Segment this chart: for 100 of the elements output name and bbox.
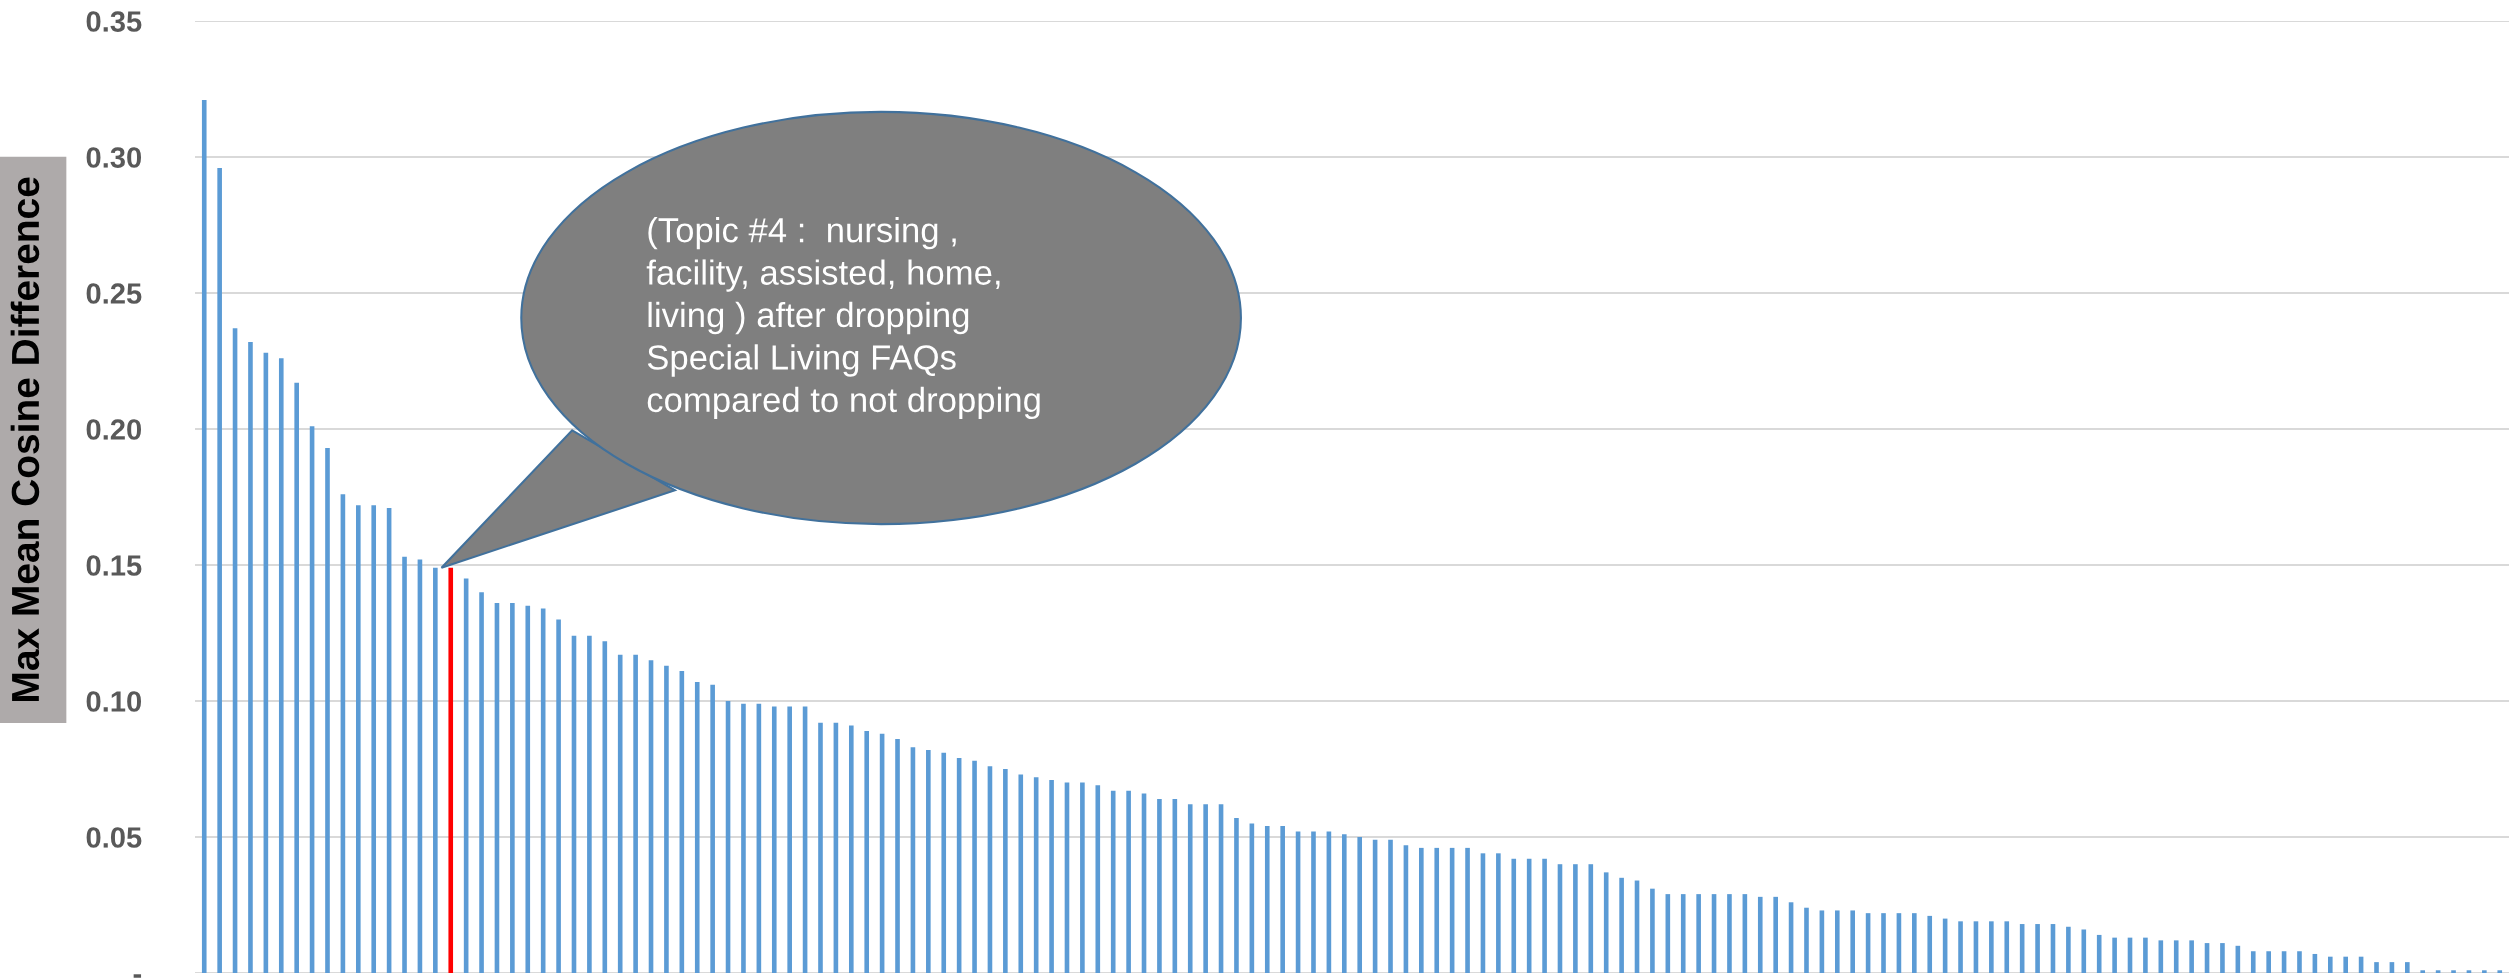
bar	[848, 725, 854, 973]
bar	[1095, 785, 1101, 973]
bar	[1434, 847, 1440, 973]
bar	[633, 654, 638, 973]
bar	[2066, 926, 2071, 973]
bar	[2112, 937, 2117, 973]
bar	[1603, 872, 1609, 973]
bar	[278, 358, 284, 973]
bar	[1881, 913, 1886, 973]
bar	[510, 603, 515, 973]
bar	[1757, 896, 1763, 973]
bar	[787, 706, 792, 973]
bar	[818, 722, 823, 973]
bar	[448, 567, 454, 973]
bar	[1018, 774, 1024, 973]
bar	[1080, 782, 1085, 973]
bar	[1834, 910, 1840, 973]
bar	[2497, 970, 2503, 973]
bar	[1912, 913, 1917, 973]
bar	[710, 684, 715, 973]
y-tick-label: 0.10	[86, 691, 142, 712]
bar	[1311, 831, 1316, 973]
bar	[617, 654, 623, 973]
bar	[2327, 956, 2333, 973]
bar	[941, 752, 947, 973]
bar	[1157, 798, 1162, 973]
bar	[1203, 804, 1208, 973]
bar	[2081, 929, 2087, 973]
bar	[1341, 834, 1347, 973]
bar	[2297, 951, 2302, 973]
bar	[1126, 790, 1131, 973]
bar	[1280, 826, 1285, 973]
bar	[1696, 894, 1701, 973]
bar	[587, 635, 592, 973]
bar	[217, 167, 222, 973]
bar	[2189, 940, 2194, 973]
bar	[1619, 877, 1624, 973]
bar	[1419, 847, 1424, 973]
bar	[433, 567, 438, 973]
bar	[2004, 921, 2010, 973]
bar	[741, 703, 746, 973]
bar	[355, 505, 361, 973]
bar	[864, 730, 870, 973]
bar	[2143, 937, 2148, 973]
bar	[1727, 894, 1732, 973]
bar	[1989, 921, 1994, 973]
bar	[1927, 915, 1933, 973]
bar	[895, 739, 900, 973]
bar	[2451, 970, 2456, 973]
bar	[556, 619, 561, 973]
bar	[1264, 826, 1270, 973]
bar	[2096, 934, 2102, 973]
bar	[479, 592, 484, 973]
y-tick-label: -	[133, 974, 142, 978]
bar	[1958, 921, 1963, 973]
bar	[1496, 853, 1501, 973]
y-tick-label: 0.30	[86, 147, 142, 168]
bar	[2405, 962, 2410, 973]
bar	[1650, 888, 1655, 973]
bar	[926, 749, 931, 973]
bar	[2374, 962, 2379, 973]
bar	[1511, 858, 1517, 973]
y-tick-label: 0.35	[86, 11, 142, 32]
bar	[1588, 864, 1594, 973]
bar	[1187, 804, 1193, 973]
bar	[2435, 970, 2441, 973]
bar	[1388, 839, 1393, 973]
bar	[1804, 907, 1809, 973]
bar	[694, 681, 700, 973]
bar	[1465, 847, 1470, 973]
bar	[771, 706, 777, 973]
bar	[371, 505, 377, 973]
y-tick-label: 0.05	[86, 827, 142, 848]
y-axis-title: Max Mean Cosine Difference	[10, 177, 40, 701]
bar	[2250, 951, 2256, 973]
bar	[1542, 858, 1547, 973]
bar	[525, 605, 531, 973]
bar	[972, 760, 977, 973]
y-tick-label: 0.25	[86, 283, 142, 304]
bar	[1110, 790, 1116, 973]
bar	[2466, 970, 2472, 973]
bar	[1234, 817, 1239, 973]
bar	[1850, 910, 1856, 973]
bar	[402, 556, 407, 973]
bar	[602, 641, 608, 973]
bar	[664, 665, 669, 973]
bar	[325, 448, 330, 973]
bar	[2343, 956, 2349, 973]
bar	[1680, 894, 1686, 973]
bar	[2482, 970, 2487, 973]
bar	[201, 99, 207, 973]
bar	[1003, 769, 1008, 973]
bar	[2173, 940, 2179, 973]
bar	[1773, 896, 1778, 973]
bar	[2220, 943, 2225, 973]
bar	[1573, 864, 1578, 973]
bar	[2035, 924, 2040, 973]
bar	[294, 382, 299, 973]
bar	[248, 341, 253, 973]
bar	[2420, 970, 2426, 973]
